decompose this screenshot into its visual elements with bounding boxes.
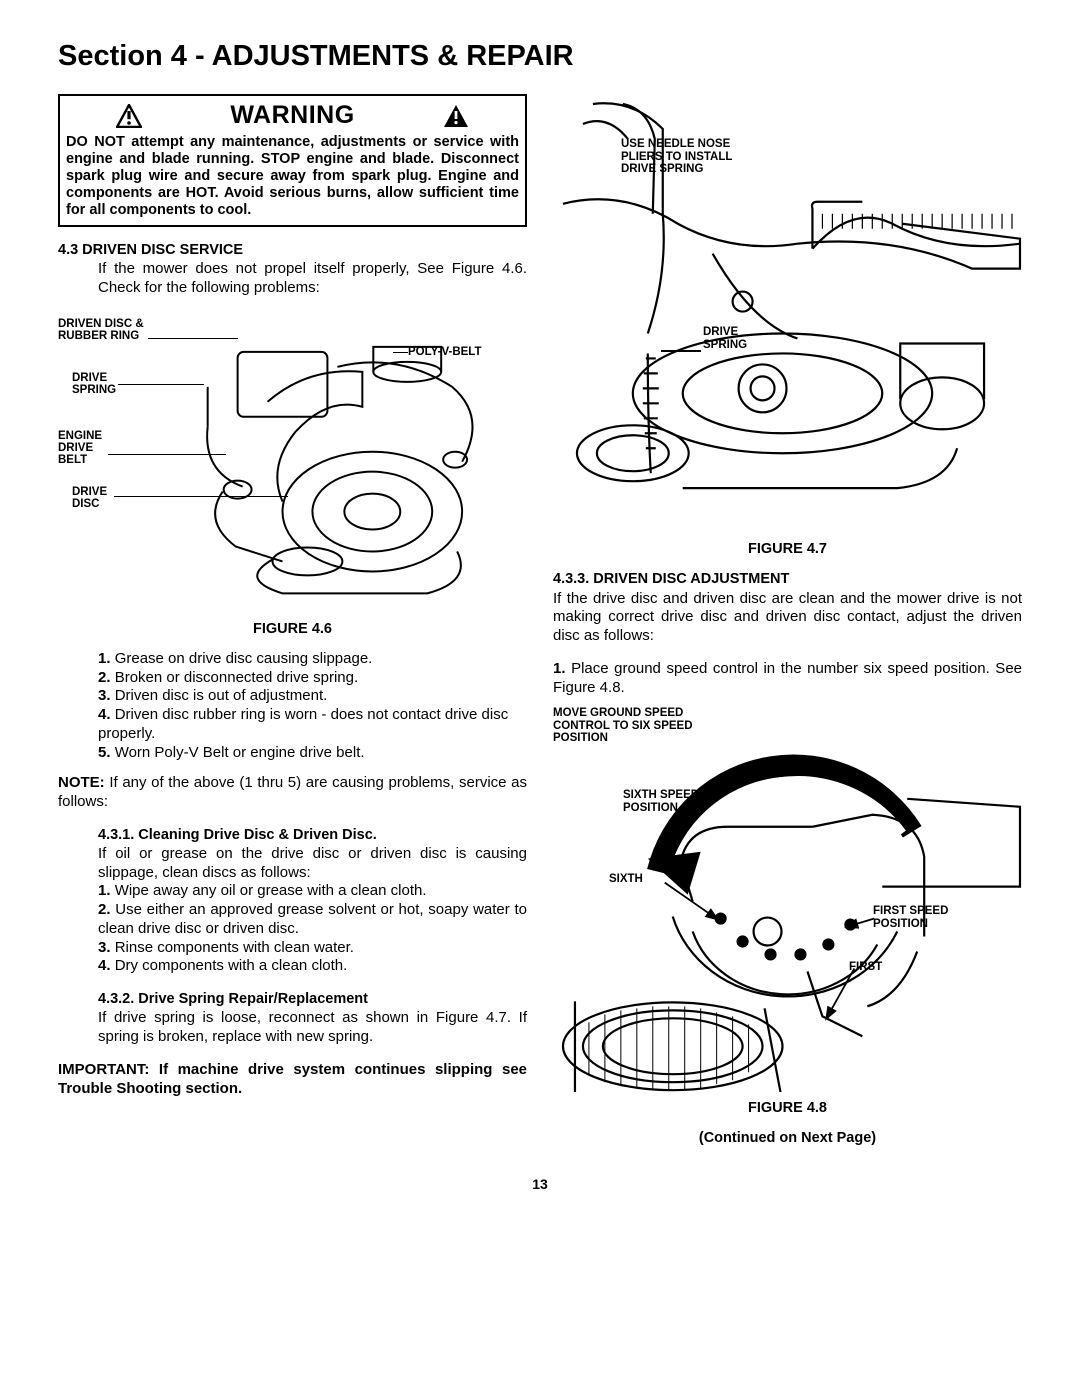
note-body: If any of the above (1 thru 5) are causi… <box>58 774 527 810</box>
left-column: WARNING DO NOT attempt any maintenance, … <box>58 94 527 1147</box>
callout-drive-spring: DRIVE SPRING <box>703 326 773 351</box>
callout-engine-belt: ENGINE DRIVE BELT <box>58 430 118 467</box>
figure-4-8-sketch <box>553 707 1022 1092</box>
leader-line <box>108 454 226 456</box>
item-text: Wipe away any oil or grease with a clean… <box>115 882 427 899</box>
step-1-4-3-3: 1. Place ground speed control in the num… <box>553 660 1022 698</box>
callout-drive-disc: DRIVE DISC <box>72 486 122 511</box>
heading-4-3-2: 4.3.2. Drive Spring Repair/Replacement <box>98 990 527 1008</box>
warning-title: WARNING <box>230 100 354 131</box>
note-paragraph: NOTE: If any of the above (1 thru 5) are… <box>58 774 527 812</box>
important-paragraph: IMPORTANT: If machine drive system conti… <box>58 1061 527 1099</box>
two-column-layout: WARNING DO NOT attempt any maintenance, … <box>58 94 1022 1147</box>
item-text: Rinse components with clean water. <box>115 939 354 956</box>
item-text: Use either an approved grease solvent or… <box>98 901 527 937</box>
warning-body: DO NOT attempt any maintenance, adjustme… <box>66 134 519 220</box>
warning-icon-right <box>443 104 469 128</box>
figure-4-6: DRIVEN DISC & RUBBER RING POLY-V-BELT DR… <box>58 312 527 612</box>
callout-first: FIRST <box>849 961 882 973</box>
right-column: USE NEEDLE NOSE PLIERS TO INSTALL DRIVE … <box>553 94 1022 1147</box>
intro-4-3-3: If the drive disc and driven disc are cl… <box>553 590 1022 646</box>
heading-4-3-3: 4.3.3. DRIVEN DISC ADJUSTMENT <box>553 570 1022 588</box>
item-text: Broken or disconnected drive spring. <box>115 669 358 686</box>
list-item: 2. Broken or disconnected drive spring. <box>98 669 527 688</box>
callout-move-ground: MOVE GROUND SPEED CONTROL TO SIX SPEED P… <box>553 707 743 744</box>
item-text: Dry components with a clean cloth. <box>115 957 348 974</box>
list-item: 1. Grease on drive disc causing slippage… <box>98 650 527 669</box>
list-item: 4. Driven disc rubber ring is worn - doe… <box>98 706 527 744</box>
intro-4-3-1: If oil or grease on the drive disc or dr… <box>98 845 527 883</box>
list-item: 3. Driven disc is out of adjustment. <box>98 687 527 706</box>
leader-line <box>114 496 288 498</box>
body-4-3-2: If drive spring is loose, reconnect as s… <box>98 1009 527 1047</box>
list-item: 5. Worn Poly-V Belt or engine drive belt… <box>98 744 527 763</box>
section-4-3-2: 4.3.2. Drive Spring Repair/Replacement I… <box>58 990 527 1047</box>
problem-list: 1. Grease on drive disc causing slippage… <box>58 650 527 763</box>
callout-first-pos: FIRST SPEED POSITION <box>873 905 993 930</box>
heading-4-3: 4.3 DRIVEN DISC SERVICE <box>58 241 527 259</box>
page-number: 13 <box>58 1176 1022 1194</box>
list-item: 2. Use either an approved grease solvent… <box>98 901 527 939</box>
continued-text: (Continued on Next Page) <box>553 1129 1022 1147</box>
item-text: Worn Poly-V Belt or engine drive belt. <box>115 744 365 761</box>
section-4-3-1: 4.3.1. Cleaning Drive Disc & Driven Disc… <box>58 826 527 976</box>
list-item: 3. Rinse components with clean water. <box>98 939 527 958</box>
item-text: Grease on drive disc causing slippage. <box>115 650 373 667</box>
callout-sixth-pos: SIXTH SPEED POSITION <box>623 789 723 814</box>
list-item: 1. Wipe away any oil or grease with a cl… <box>98 882 527 901</box>
leader-line <box>118 384 204 386</box>
note-label: NOTE: <box>58 774 105 791</box>
heading-4-3-1: 4.3.1. Cleaning Drive Disc & Driven Disc… <box>98 826 527 844</box>
figure-4-7-caption: FIGURE 4.7 <box>553 540 1022 558</box>
intro-4-3: If the mower does not propel itself prop… <box>58 260 527 298</box>
leader-line <box>661 350 701 352</box>
leader-line <box>148 338 238 340</box>
leader-line <box>393 352 408 354</box>
warning-icon-left <box>116 104 142 128</box>
callout-poly-v: POLY-V-BELT <box>408 346 482 358</box>
page-title: Section 4 - ADJUSTMENTS & REPAIR <box>58 38 1022 74</box>
item-text: Driven disc is out of adjustment. <box>115 687 328 704</box>
figure-4-8-caption: FIGURE 4.8 <box>553 1099 1022 1117</box>
figure-4-6-caption: FIGURE 4.6 <box>58 620 527 638</box>
figure-4-8: MOVE GROUND SPEED CONTROL TO SIX SPEED P… <box>553 707 1022 1093</box>
item-text: Driven disc rubber ring is worn - does n… <box>98 706 508 742</box>
callout-sixth: SIXTH <box>609 873 643 885</box>
warning-header: WARNING <box>66 100 519 131</box>
callout-needle-pliers: USE NEEDLE NOSE PLIERS TO INSTALL DRIVE … <box>621 138 736 175</box>
list-item: 4. Dry components with a clean cloth. <box>98 957 527 976</box>
warning-box: WARNING DO NOT attempt any maintenance, … <box>58 94 527 227</box>
figure-4-7: USE NEEDLE NOSE PLIERS TO INSTALL DRIVE … <box>553 94 1022 534</box>
item-text: Place ground speed control in the number… <box>553 660 1022 696</box>
